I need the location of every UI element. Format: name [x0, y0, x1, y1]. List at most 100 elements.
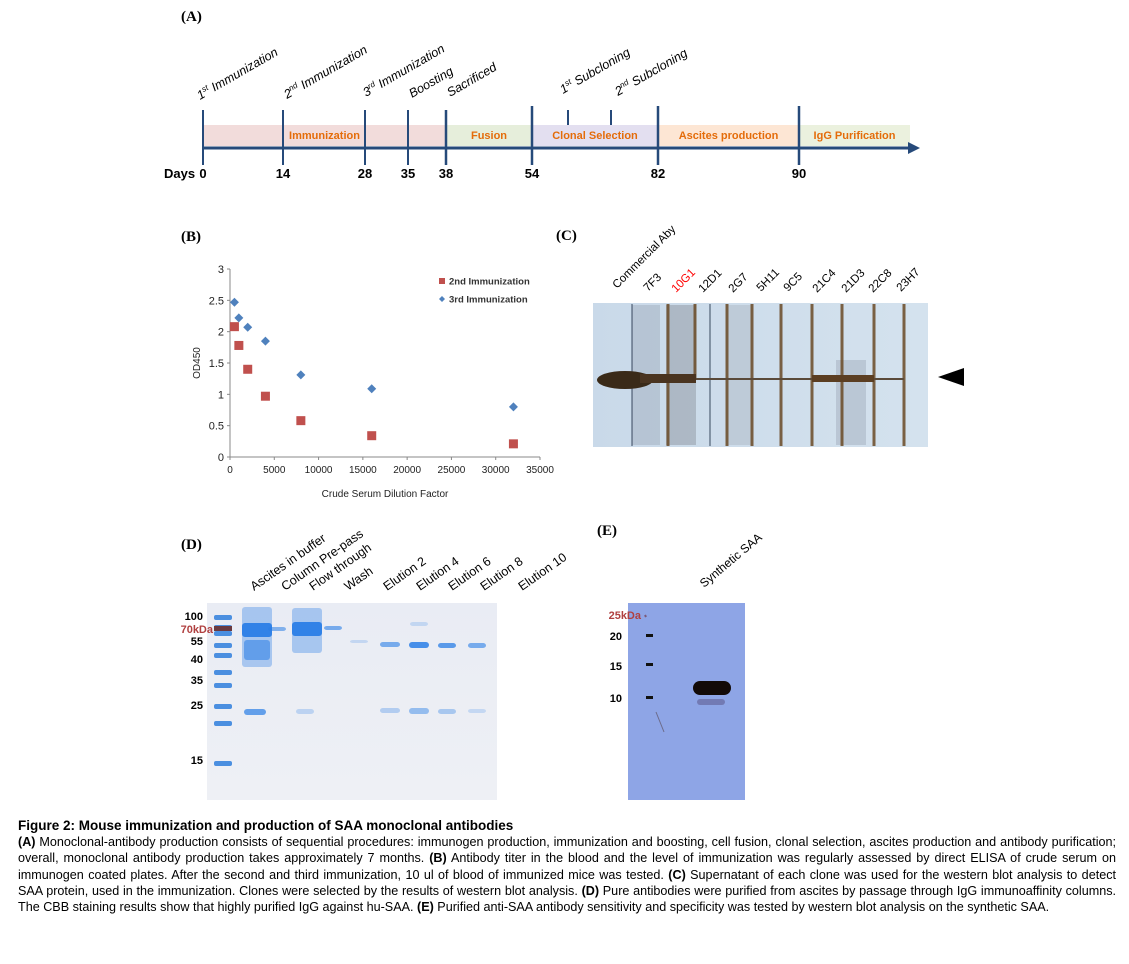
legend-label: 3rd Immunization — [449, 295, 528, 306]
legend-marker — [439, 296, 445, 302]
gel-band — [292, 622, 322, 636]
event-ordinal-suffix: rd — [366, 79, 377, 91]
ladder-band — [214, 653, 232, 658]
gel-band — [324, 626, 342, 630]
caption-label-d: (D) — [581, 883, 600, 898]
data-point-2nd-immunization — [234, 340, 244, 350]
mw-marker-label: 15 — [191, 755, 203, 767]
caption-label-e: (E) — [417, 900, 434, 915]
figure-caption: Figure 2: Mouse immunization and product… — [18, 818, 1116, 915]
lane-label: 22C8 — [867, 267, 895, 295]
phase-label: Immunization — [289, 130, 360, 142]
data-point-3rd-immunization — [260, 336, 270, 346]
data-point-3rd-immunization — [243, 322, 253, 332]
phase-band — [799, 125, 910, 146]
phase-label: Clonal Selection — [552, 130, 638, 142]
lane-label: 21D3 — [840, 267, 868, 295]
ladder-band — [214, 683, 232, 688]
caption-label-a: (A) — [18, 835, 36, 850]
x-tick-label: 15000 — [349, 465, 377, 476]
x-tick-label: 20000 — [393, 465, 421, 476]
mw-marker-label: 25 — [191, 700, 203, 712]
legend-marker — [439, 278, 445, 284]
gel-band — [244, 709, 266, 715]
caption-text-d: Pure antibodies were purified from ascit… — [18, 883, 1116, 915]
ladder-band — [214, 704, 232, 709]
scatter-chart: 0 0.5 1 1.5 2 2.5 3 0 5000 10000 15000 20000 25000 30… — [192, 264, 554, 500]
caption-label-b: (B) — [429, 851, 447, 866]
data-point-2nd-immunization — [260, 391, 270, 401]
data-point-3rd-immunization — [367, 384, 377, 394]
data-point-3rd-immunization — [234, 313, 244, 323]
y-tick-label: 0.5 — [209, 421, 224, 433]
arrow-right-icon — [908, 142, 920, 154]
x-axis-label: Crude Serum Dilution Factor — [322, 489, 449, 500]
data-point-2nd-immunization — [508, 439, 518, 449]
phase-band — [203, 125, 446, 146]
data-point-2nd-immunization — [243, 364, 253, 374]
mw-marker-label: 20 — [610, 631, 622, 643]
phase-label: IgG Purification — [814, 130, 896, 142]
data-point-3rd-immunization — [296, 370, 306, 380]
ladder-band — [214, 721, 232, 726]
day-label: 90 — [792, 166, 806, 181]
gel-band — [296, 709, 314, 714]
data-point-2nd-immunization — [296, 416, 306, 426]
phase-label: Fusion — [471, 130, 507, 142]
caption-text-b: Antibody titer in the blood and the leve… — [18, 851, 1116, 882]
figure: (A) (B) (C) (D) (E) Immunization Fusion Cl… — [164, 9, 964, 800]
lane-label: 2G7 — [727, 271, 751, 295]
phase-band — [658, 125, 799, 146]
data-point-2nd-immunization — [367, 431, 377, 441]
x-tick-label: 35000 — [526, 465, 554, 476]
day-label: 54 — [525, 166, 540, 181]
lane-label: Commercial Aby — [611, 223, 679, 291]
lane-label: 7F3 — [642, 272, 665, 295]
days-label: Days — [164, 166, 195, 181]
y-tick-label: 2.5 — [209, 295, 224, 307]
mw-marker-label: 55 — [191, 636, 203, 648]
phase-band — [446, 125, 532, 146]
data-point-2nd-immunization — [229, 322, 239, 332]
timeline-event-label: Sacrificed — [445, 60, 500, 100]
gel-band — [242, 623, 272, 637]
gel-band — [410, 622, 428, 626]
event-text: Sacrificed — [445, 60, 500, 100]
mw-marker-label: 70kDa — [181, 624, 214, 636]
y-tick-label: 0 — [218, 452, 224, 464]
panel-label-d: (D) — [181, 537, 202, 553]
event-ordinal-suffix: st — [200, 83, 211, 94]
caption-title: Figure 2: Mouse immunization and product… — [18, 818, 514, 833]
gel-band — [468, 709, 486, 713]
y-tick-label: 3 — [218, 264, 224, 276]
event-text: Immunization — [206, 45, 280, 96]
event-text: Immunization — [295, 43, 369, 94]
y-tick-label: 1.5 — [209, 358, 224, 370]
lane-label: 23H7 — [895, 266, 923, 294]
ladder-band-70kda — [214, 626, 232, 631]
gel-band — [438, 709, 456, 714]
lane-label: 12D1 — [697, 267, 725, 295]
x-tick-label: 5000 — [263, 465, 286, 476]
caption-text-e: Purified anti-SAA antibody sensitivity a… — [433, 900, 1050, 915]
ladder-band — [214, 643, 232, 648]
y-axis-label: OD450 — [192, 347, 203, 379]
day-label: 28 — [358, 166, 372, 181]
caption-label-c: (C) — [668, 867, 686, 882]
gel-band — [350, 640, 368, 643]
timeline-event-label: 1st Immunization — [194, 44, 280, 103]
day-label: 38 — [439, 166, 453, 181]
data-point-3rd-immunization — [229, 297, 239, 307]
gel-band — [244, 640, 270, 660]
day-label: 35 — [401, 166, 415, 181]
phase-label: Ascites production — [679, 130, 779, 142]
panel-label-e: (E) — [597, 523, 617, 539]
event-text: Subcloning — [626, 46, 690, 91]
lane-label: 10G1 — [670, 267, 698, 295]
mw-marker-label: 10 — [610, 693, 622, 705]
arrowhead-indicator-icon — [938, 368, 964, 386]
day-label: 82 — [651, 166, 665, 181]
lane-label: 21C4 — [811, 267, 839, 295]
